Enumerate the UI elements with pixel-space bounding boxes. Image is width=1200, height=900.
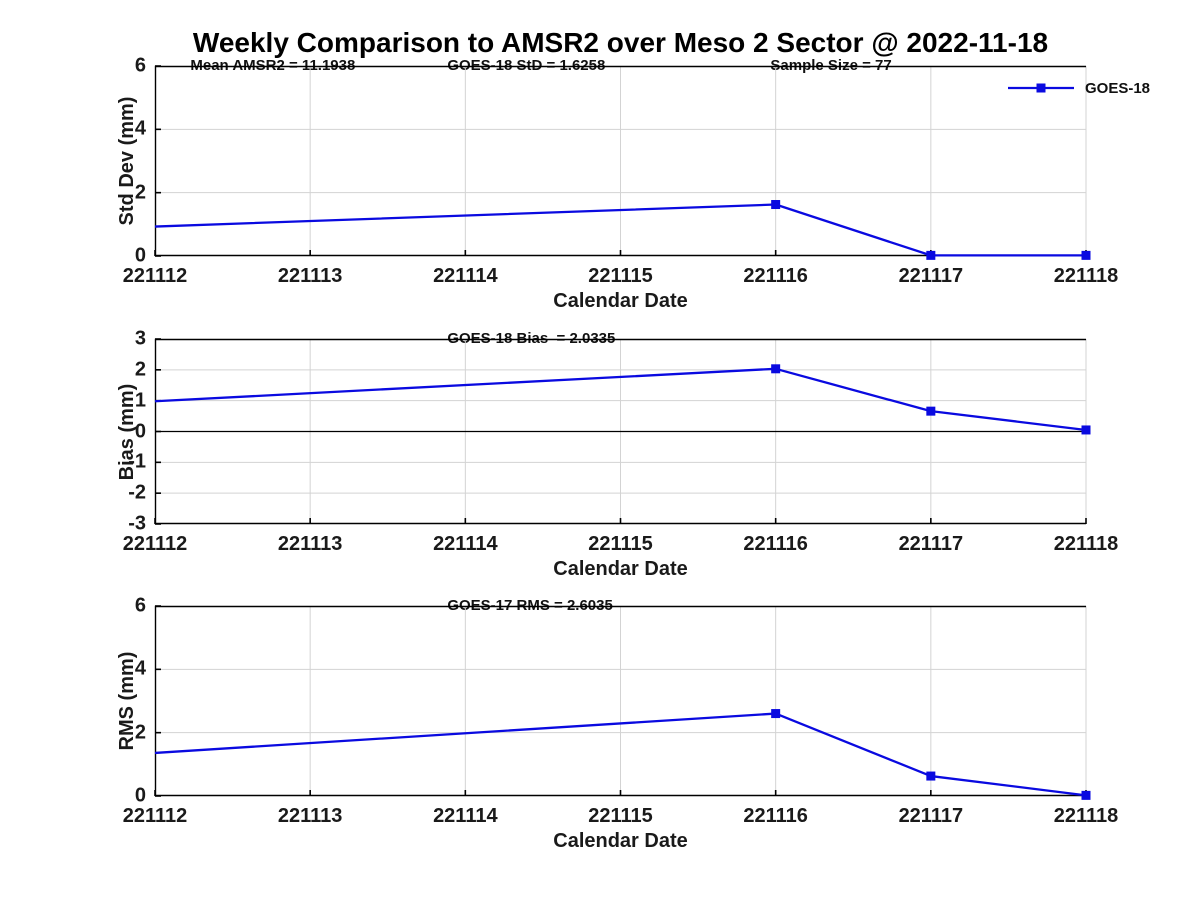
y-tick-label: 2 [134, 358, 146, 381]
annotation-goes18-bias: GOES-18 Bias = 2.0335 [447, 330, 616, 347]
data-line [154, 712, 1087, 797]
x-tick-label: 221117 [898, 805, 964, 827]
x-tick-label: 221116 [743, 265, 808, 287]
x-axis-label-calendar-date: Calendar Date [553, 558, 688, 580]
y-tick-label: 2 [134, 721, 146, 744]
x-tick-label: 221117 [898, 265, 964, 287]
data-point-marker [1081, 250, 1091, 260]
y-tick-label: 0 [134, 244, 146, 267]
x-tick-label: 221113 [277, 805, 343, 827]
data-point-marker [771, 364, 781, 374]
x-tick-label: 221114 [433, 805, 498, 827]
annotation-mean-amsr2: Mean AMSR2 = 11.1938 [190, 57, 356, 74]
plot-area-rms [154, 605, 1091, 800]
data-line [154, 367, 1087, 432]
annotation-sample-size: Sample Size = 77 [770, 57, 892, 74]
y-tick-label: 1 [134, 389, 146, 412]
data-point-marker [771, 200, 781, 210]
data-point-marker [926, 406, 936, 416]
x-tick-label: 221112 [122, 805, 188, 827]
legend: GOES-18 [1008, 79, 1150, 97]
y-tick-label: 4 [134, 657, 146, 680]
data-point-marker [1081, 790, 1091, 800]
y-tick-label: -3 [128, 512, 146, 535]
x-tick-label: 221118 [1053, 265, 1119, 287]
x-tick-label: 221114 [433, 533, 498, 555]
y-tick-label: -1 [128, 450, 146, 473]
x-tick-label: 221113 [277, 265, 343, 287]
y-tick-label: -2 [128, 481, 146, 504]
data-point-marker [771, 709, 781, 719]
x-tick-label: 221113 [277, 533, 343, 555]
y-tick-label: 6 [134, 54, 146, 77]
x-tick-label: 221115 [588, 265, 653, 287]
y-tick-label: 0 [134, 784, 146, 807]
y-tick-label: 3 [134, 327, 146, 350]
annotation-goes17-rms: GOES-17 RMS = 2.6035 [447, 597, 613, 614]
x-tick-label: 221118 [1053, 805, 1119, 827]
x-tick-label: 221112 [122, 265, 188, 287]
data-point-marker [1081, 425, 1091, 435]
y-tick-label: 4 [134, 117, 146, 140]
x-tick-label: 221112 [122, 533, 188, 555]
x-tick-label: 221116 [743, 805, 808, 827]
legend-line-sample [1008, 83, 1074, 93]
data-point-marker [926, 771, 936, 781]
y-tick-label: 6 [134, 594, 146, 617]
plot-area-stddev [154, 65, 1091, 260]
x-tick-label: 221115 [588, 533, 653, 555]
x-tick-label: 221116 [743, 533, 808, 555]
y-tick-label: 0 [134, 420, 146, 442]
x-tick-label: 221115 [588, 805, 653, 827]
legend-square-marker-icon [1036, 83, 1046, 93]
y-tick-label: 2 [134, 181, 146, 204]
data-point-marker [926, 250, 936, 260]
annotation-goes18-std: GOES-18 StD = 1.6258 [447, 57, 606, 74]
x-tick-label: 221118 [1053, 533, 1119, 555]
x-tick-label: 221117 [898, 533, 964, 555]
x-axis-label-calendar-date: Calendar Date [553, 830, 688, 852]
x-axis-label-calendar-date: Calendar Date [553, 290, 688, 312]
legend-label: GOES-18 [1085, 79, 1151, 97]
figure-title: Weekly Comparison to AMSR2 over Meso 2 S… [192, 27, 1049, 58]
x-tick-label: 221114 [433, 265, 498, 287]
data-line [154, 203, 1086, 257]
plot-area-bias [154, 338, 1091, 525]
